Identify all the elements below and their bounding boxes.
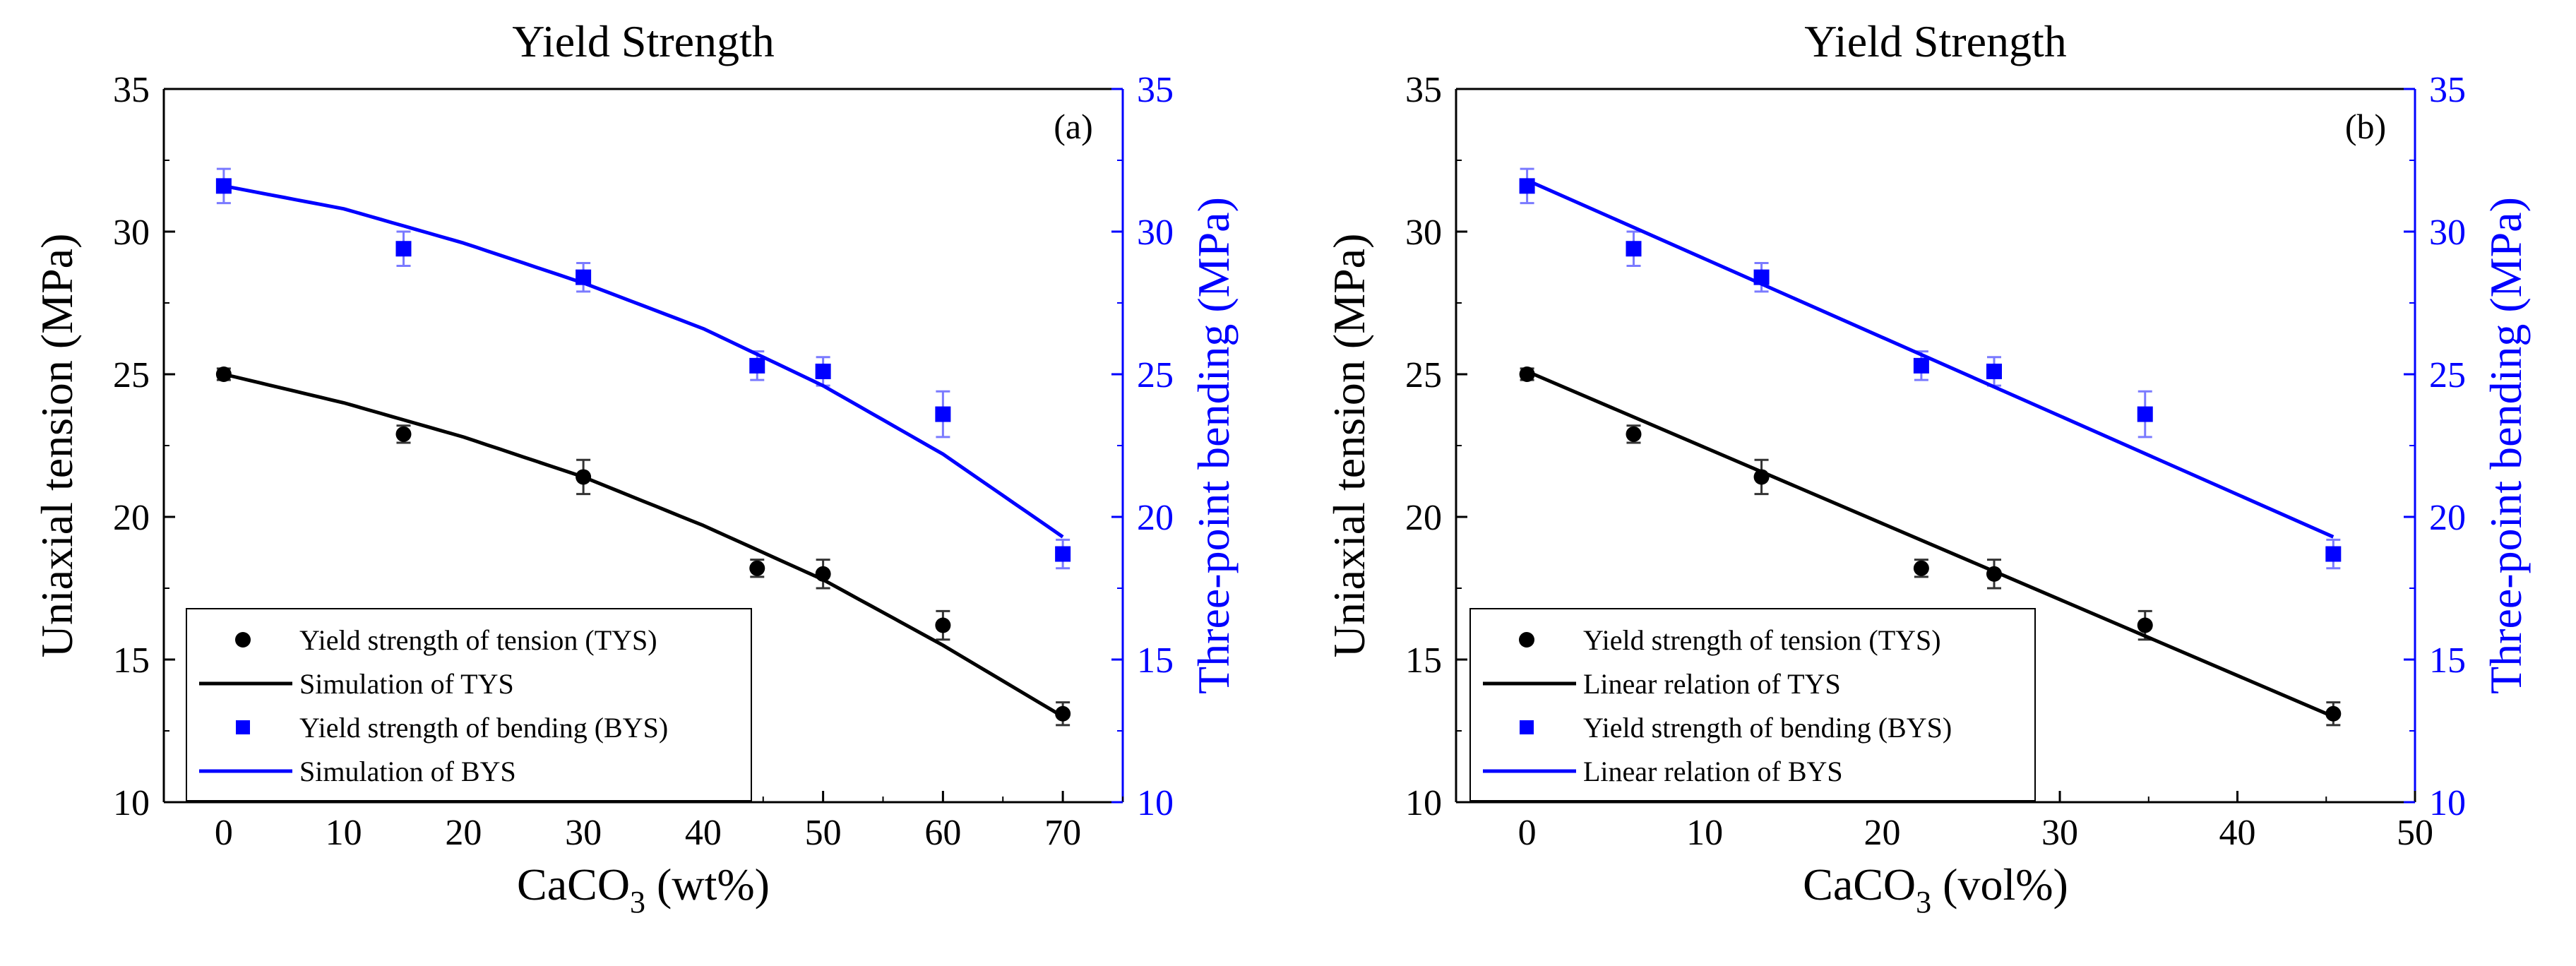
y2-tick-label: 10 bbox=[1137, 783, 1174, 823]
chart-title: Yield Strength bbox=[512, 16, 775, 66]
data-point-tys bbox=[395, 426, 412, 442]
x-tick-label: 0 bbox=[1518, 813, 1537, 853]
series-line-3 bbox=[1526, 179, 2334, 539]
data-point-bys bbox=[2137, 406, 2153, 422]
data-point-bys bbox=[935, 406, 951, 422]
legend-label: Linear relation of TYS bbox=[1583, 668, 1841, 700]
x-axis-title: CaCO3 (wt%) bbox=[517, 859, 770, 919]
data-point-tys bbox=[1913, 560, 1929, 576]
legend-label: Simulation of TYS bbox=[299, 668, 514, 700]
y-tick-label: 30 bbox=[113, 213, 150, 253]
x-axis-title: CaCO3 (vol%) bbox=[1803, 859, 2068, 919]
x-tick-label: 70 bbox=[1044, 813, 1081, 853]
x-tick-label: 0 bbox=[215, 813, 233, 853]
legend-label: Yield strength of bending (BYS) bbox=[299, 712, 668, 744]
panel-label: (b) bbox=[2345, 107, 2386, 146]
chart-title: Yield Strength bbox=[1804, 16, 2067, 66]
y2-tick-label: 15 bbox=[1137, 640, 1174, 681]
x-tick-label: 20 bbox=[1864, 813, 1901, 853]
x-tick-label: 60 bbox=[924, 813, 961, 853]
y2-tick-label: 10 bbox=[2429, 783, 2466, 823]
series-line-3 bbox=[223, 184, 1064, 539]
data-point-bys bbox=[215, 178, 232, 194]
data-point-bys bbox=[1626, 241, 1642, 257]
x-tick-label: 30 bbox=[565, 813, 602, 853]
y2-tick-label: 15 bbox=[2429, 640, 2466, 681]
legend: Yield strength of tension (TYS) Simulatio… bbox=[186, 608, 752, 801]
legend-label: Linear relation of BYS bbox=[1583, 756, 1843, 787]
data-point-bys bbox=[1055, 546, 1071, 562]
legend-box bbox=[186, 608, 752, 801]
y-tick-label: 25 bbox=[1405, 355, 1442, 395]
data-point-bys bbox=[1913, 357, 1929, 374]
x-axis-title-base: CaCO bbox=[1803, 859, 1916, 910]
legend-square-swatch bbox=[236, 720, 250, 734]
y2-tick-label: 25 bbox=[1137, 355, 1174, 395]
data-point-tys bbox=[1055, 705, 1071, 722]
y2-tick-label: 25 bbox=[2429, 355, 2466, 395]
legend-square-swatch bbox=[1520, 720, 1534, 734]
x-tick-label: 50 bbox=[805, 813, 842, 853]
y-tick-label: 10 bbox=[113, 783, 150, 823]
data-point-bys bbox=[395, 241, 412, 257]
legend-label: Simulation of BYS bbox=[299, 756, 516, 787]
y-tick-label: 35 bbox=[1405, 70, 1442, 110]
y2-tick-label: 30 bbox=[1137, 213, 1174, 253]
x-axis-title-unit: (wt%) bbox=[645, 859, 770, 910]
data-point-tys bbox=[2325, 705, 2342, 722]
legend: Yield strength of tension (TYS) Linear re… bbox=[1469, 608, 2036, 801]
data-point-bys bbox=[2325, 546, 2342, 562]
x-tick-label: 40 bbox=[685, 813, 722, 853]
x-axis-title-unit: (vol%) bbox=[1931, 859, 2068, 910]
y2-tick-label: 20 bbox=[2429, 498, 2466, 538]
data-point-bys bbox=[1986, 363, 2002, 379]
series-line-1 bbox=[1526, 369, 2334, 719]
x-axis-title-base: CaCO bbox=[517, 859, 630, 910]
data-point-tys bbox=[935, 617, 951, 633]
data-point-tys bbox=[1626, 426, 1642, 442]
y-tick-label: 15 bbox=[113, 640, 150, 681]
x-tick-label: 40 bbox=[2219, 813, 2256, 853]
y2-tick-label: 20 bbox=[1137, 498, 1174, 538]
legend-box bbox=[1469, 608, 2036, 801]
data-point-tys bbox=[2137, 617, 2153, 633]
x-tick-label: 10 bbox=[1686, 813, 1723, 853]
legend-label: Yield strength of bending (BYS) bbox=[1583, 712, 1952, 744]
data-point-tys bbox=[215, 366, 232, 382]
y2-axis-title: Three-point bending (MPa) bbox=[1188, 197, 1239, 694]
x-tick-label: 30 bbox=[2041, 813, 2078, 853]
y2-tick-label: 35 bbox=[2429, 70, 2466, 110]
y-tick-label: 20 bbox=[113, 498, 150, 538]
y-tick-label: 20 bbox=[1405, 498, 1442, 538]
y-axis-title: Uniaxial tension (MPa) bbox=[32, 234, 82, 658]
x-axis-title-subscript: 3 bbox=[630, 885, 645, 919]
y2-axis-title: Three-point bending (MPa) bbox=[2481, 197, 2531, 694]
legend-label: Yield strength of tension (TYS) bbox=[1583, 624, 1941, 656]
data-point-tys bbox=[749, 560, 765, 576]
legend-label: Yield strength of tension (TYS) bbox=[299, 624, 657, 656]
x-tick-label: 10 bbox=[326, 813, 362, 853]
y-tick-label: 15 bbox=[1405, 640, 1442, 681]
data-point-bys bbox=[815, 363, 831, 379]
series-line-1 bbox=[223, 372, 1064, 718]
chart-panel-a: Yield Strength 0 10 20 30 40 50 60 70 10 15 20 25 30 3… bbox=[32, 16, 1239, 919]
data-point-bys bbox=[749, 357, 765, 374]
data-point-tys bbox=[1519, 366, 1535, 382]
legend-circle-swatch bbox=[235, 632, 251, 648]
x-tick-label: 20 bbox=[445, 813, 482, 853]
y-tick-label: 10 bbox=[1405, 783, 1442, 823]
y2-tick-label: 35 bbox=[1137, 70, 1174, 110]
x-tick-label: 50 bbox=[2397, 813, 2433, 853]
panel-label: (a) bbox=[1054, 107, 1093, 146]
y-tick-label: 35 bbox=[113, 70, 150, 110]
y-tick-label: 30 bbox=[1405, 213, 1442, 253]
y2-tick-label: 30 bbox=[2429, 213, 2466, 253]
y-tick-label: 25 bbox=[113, 355, 150, 395]
legend-circle-swatch bbox=[1519, 632, 1534, 648]
y-axis-title: Uniaxial tension (MPa) bbox=[1324, 234, 1374, 658]
x-axis-title-subscript: 3 bbox=[1916, 885, 1931, 919]
